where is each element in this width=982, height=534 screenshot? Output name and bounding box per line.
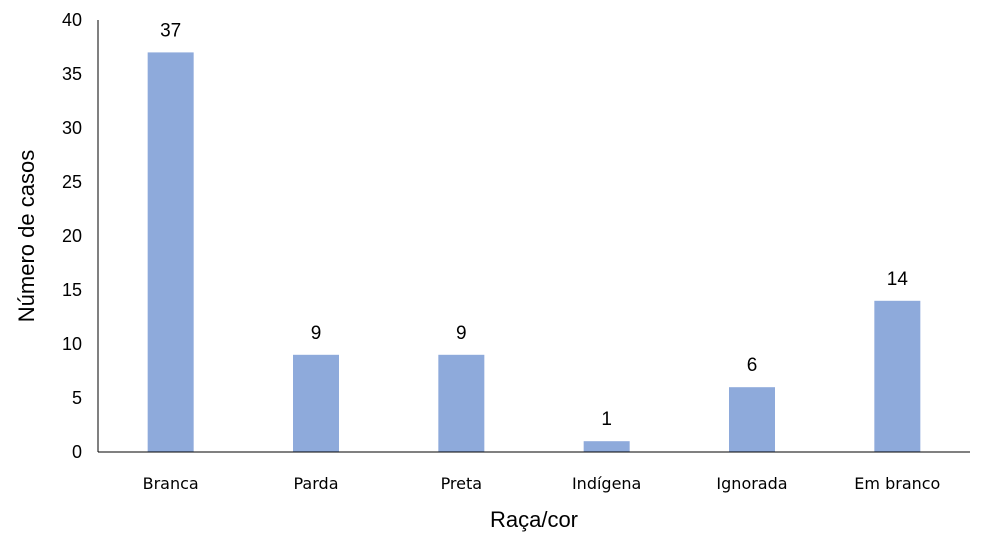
data-label: 37 — [160, 20, 181, 41]
x-tick-label: Parda — [294, 474, 339, 493]
x-axis-title: Raça/cor — [490, 507, 578, 532]
bar — [438, 354, 485, 452]
data-label: 9 — [456, 323, 467, 344]
y-tick-label: 20 — [62, 226, 82, 246]
bar — [293, 354, 339, 452]
bars — [147, 52, 921, 453]
y-tick-label: 25 — [62, 172, 82, 192]
x-tick-label: Em branco — [854, 474, 940, 493]
x-tick-label: Indígena — [572, 474, 641, 493]
x-tick-label: Ignorada — [716, 474, 787, 493]
x-tick-label: Preta — [441, 474, 483, 493]
y-tick-label: 10 — [62, 334, 82, 354]
data-label: 6 — [747, 355, 758, 376]
bar — [147, 52, 194, 453]
x-axis-ticks: Branca Parda Preta Indígena Ignorada Em branc… — [143, 474, 941, 493]
y-tick-label: 5 — [72, 388, 82, 408]
data-label: 9 — [311, 323, 322, 344]
y-tick-label: 15 — [62, 280, 82, 300]
data-labels: 37 9 9 1 6 14 — [160, 20, 908, 430]
bar — [729, 387, 775, 452]
y-axis-title: Número de casos — [14, 150, 39, 322]
y-tick-label: 35 — [62, 64, 82, 84]
x-tick-label: Branca — [143, 474, 199, 493]
bar — [874, 300, 921, 452]
y-tick-label: 30 — [62, 118, 82, 138]
data-label: 1 — [601, 409, 612, 430]
bar — [583, 441, 630, 452]
data-label: 14 — [887, 269, 909, 290]
y-tick-label: 40 — [62, 10, 82, 30]
y-tick-label: 0 — [72, 442, 82, 462]
y-axis-ticks: 0 5 10 15 20 25 30 35 40 — [62, 10, 82, 462]
